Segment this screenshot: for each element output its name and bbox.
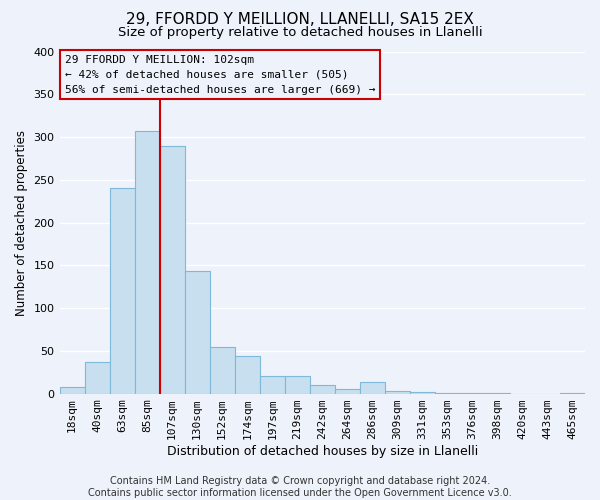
Bar bbox=[410, 392, 435, 394]
Text: Contains HM Land Registry data © Crown copyright and database right 2024.
Contai: Contains HM Land Registry data © Crown c… bbox=[88, 476, 512, 498]
Bar bbox=[209, 346, 235, 394]
Bar bbox=[385, 391, 410, 394]
Bar bbox=[235, 356, 260, 394]
Bar bbox=[185, 272, 209, 394]
Bar bbox=[59, 386, 85, 394]
Bar bbox=[85, 362, 110, 394]
Bar bbox=[310, 385, 335, 394]
Text: 29, FFORDD Y MEILLION, LLANELLI, SA15 2EX: 29, FFORDD Y MEILLION, LLANELLI, SA15 2E… bbox=[126, 12, 474, 28]
Bar bbox=[560, 392, 585, 394]
Bar bbox=[260, 376, 285, 394]
Bar bbox=[134, 131, 160, 394]
Bar bbox=[110, 188, 134, 394]
Bar bbox=[285, 376, 310, 394]
Bar bbox=[435, 392, 460, 394]
X-axis label: Distribution of detached houses by size in Llanelli: Distribution of detached houses by size … bbox=[167, 444, 478, 458]
Bar bbox=[160, 146, 185, 394]
Text: 29 FFORDD Y MEILLION: 102sqm
← 42% of detached houses are smaller (505)
56% of s: 29 FFORDD Y MEILLION: 102sqm ← 42% of de… bbox=[65, 55, 375, 94]
Bar bbox=[335, 390, 360, 394]
Text: Size of property relative to detached houses in Llanelli: Size of property relative to detached ho… bbox=[118, 26, 482, 39]
Bar bbox=[360, 382, 385, 394]
Bar bbox=[460, 392, 485, 394]
Y-axis label: Number of detached properties: Number of detached properties bbox=[15, 130, 28, 316]
Bar bbox=[485, 392, 510, 394]
